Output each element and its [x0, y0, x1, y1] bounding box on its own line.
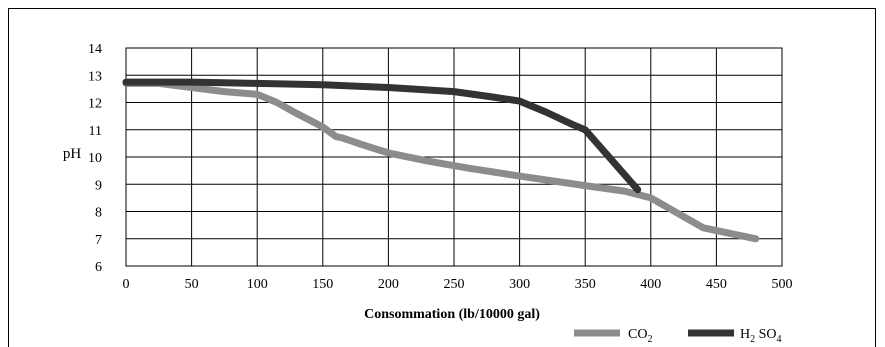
- series-line-co2: [122, 79, 760, 243]
- x-tick-label: 300: [509, 277, 530, 292]
- y-tick-labels: 6 7 8 9 10 11 12 13 14: [88, 42, 102, 275]
- series-lines: [122, 78, 760, 243]
- legend: CO2 H2 SO4: [574, 327, 782, 345]
- x-tick-label: 150: [312, 277, 333, 292]
- x-tick-label: 100: [247, 277, 268, 292]
- x-tick-labels: 0 50 100 150 200 250 300 350 400 450 500: [123, 277, 793, 292]
- series-line-h2so4: [122, 78, 642, 194]
- x-tick-label: 250: [444, 277, 465, 292]
- y-tick-label: 14: [88, 42, 102, 57]
- x-axis-title: Consommation (lb/10000 gal): [364, 307, 540, 322]
- y-tick-label: 6: [95, 260, 102, 275]
- x-tick-label: 450: [706, 277, 727, 292]
- x-tick-label: 400: [640, 277, 661, 292]
- plot-border: [125, 47, 783, 267]
- y-tick-label: 8: [95, 206, 102, 221]
- y-tick-label: 12: [88, 97, 102, 112]
- x-tick-label: 500: [772, 277, 793, 292]
- legend-label-h2so4: H2 SO4: [740, 327, 782, 345]
- x-tick-label: 50: [185, 277, 199, 292]
- x-tick-label: 350: [575, 277, 596, 292]
- y-tick-label: 7: [95, 233, 102, 248]
- x-tick-label: 0: [123, 277, 130, 292]
- y-tick-label: 11: [89, 124, 102, 139]
- x-tick-label: 200: [378, 277, 399, 292]
- legend-label-co2: CO2: [628, 327, 652, 345]
- y-tick-label: 9: [95, 178, 102, 193]
- chart-frame: [8, 8, 876, 347]
- y-tick-label: 13: [88, 69, 102, 84]
- y-axis-title: pH: [63, 146, 82, 162]
- y-tick-label: 10: [88, 151, 102, 166]
